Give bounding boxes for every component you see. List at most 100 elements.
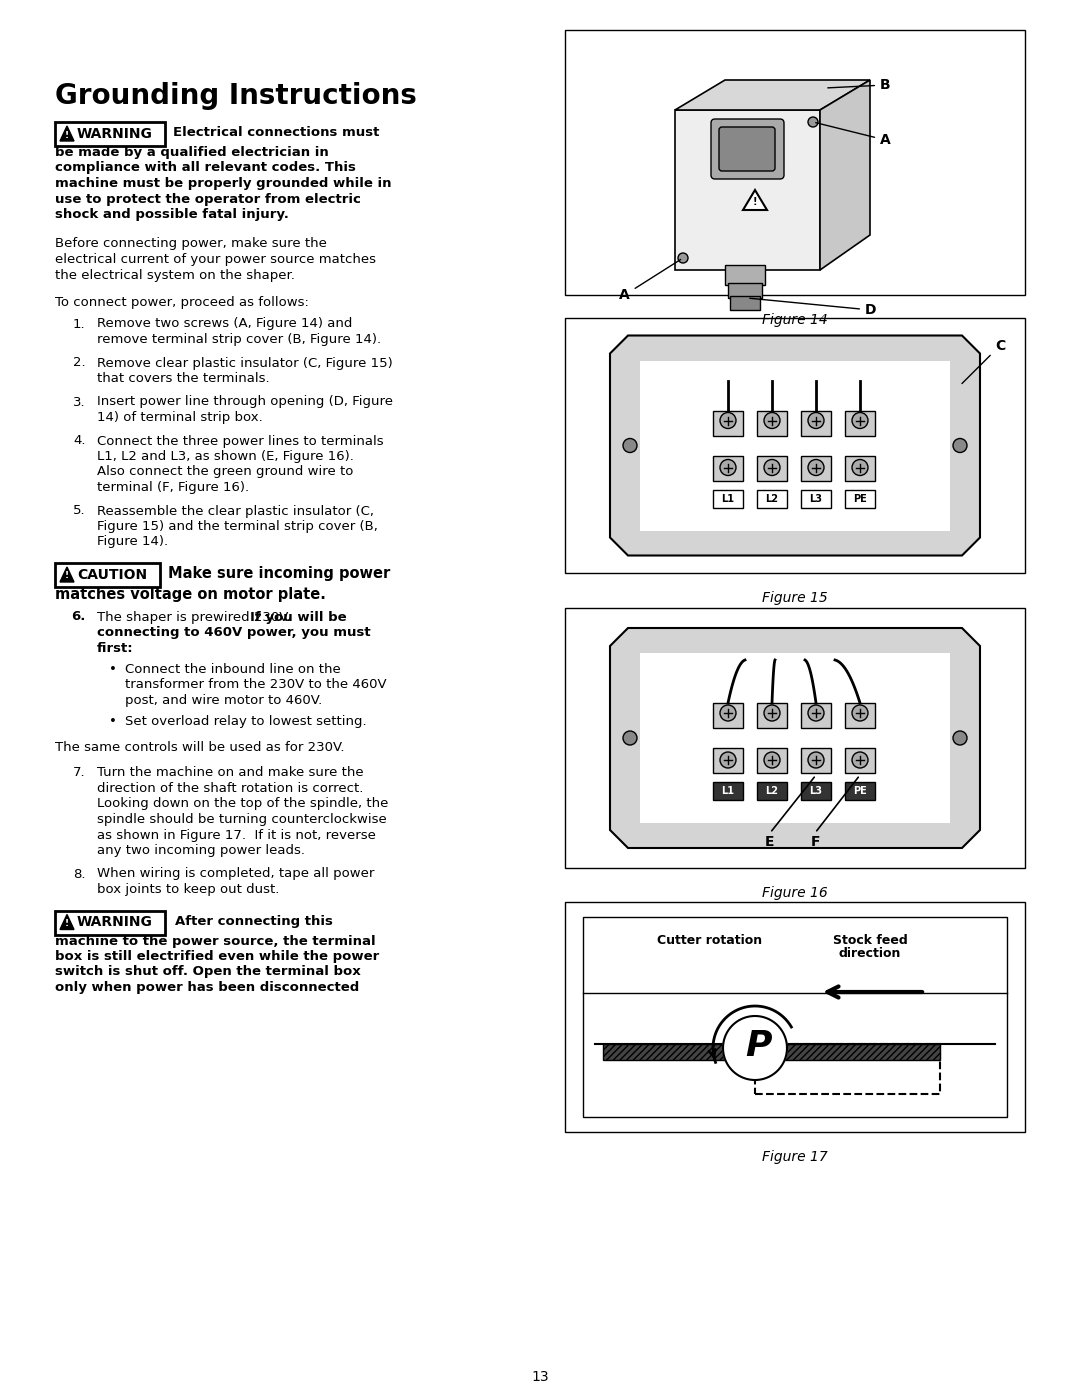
Bar: [801, 489, 831, 507]
Bar: [845, 703, 875, 728]
Text: Cutter rotation: Cutter rotation: [658, 935, 762, 947]
Bar: [565, 902, 1025, 1132]
Circle shape: [852, 412, 868, 429]
Polygon shape: [820, 80, 870, 270]
Text: L1: L1: [721, 493, 734, 503]
Text: shock and possible fatal injury.: shock and possible fatal injury.: [55, 208, 288, 221]
Text: Connect the inbound line on the: Connect the inbound line on the: [125, 664, 341, 676]
Bar: [55, 122, 165, 147]
Text: only when power has been disconnected: only when power has been disconnected: [55, 981, 360, 995]
Text: L3: L3: [810, 787, 823, 796]
Text: Looking down on the top of the spindle, the: Looking down on the top of the spindle, …: [97, 798, 389, 810]
Text: Remove clear plastic insulator (C, Figure 15): Remove clear plastic insulator (C, Figur…: [97, 356, 393, 369]
Circle shape: [678, 253, 688, 263]
Bar: [757, 703, 787, 728]
Text: first:: first:: [97, 641, 134, 655]
Bar: [603, 1044, 762, 1060]
Bar: [845, 747, 875, 773]
Bar: [801, 703, 831, 728]
Circle shape: [764, 705, 780, 721]
Text: any two incoming power leads.: any two incoming power leads.: [97, 844, 305, 856]
Text: The same controls will be used as for 230V.: The same controls will be used as for 23…: [55, 740, 345, 754]
Text: Figure 15) and the terminal strip cover (B,: Figure 15) and the terminal strip cover …: [97, 520, 378, 534]
Bar: [845, 782, 875, 800]
Text: E: E: [766, 835, 774, 849]
Text: use to protect the operator from electric: use to protect the operator from electri…: [55, 193, 361, 205]
Text: Stock feed: Stock feed: [833, 935, 907, 947]
Text: electrical current of your power source matches: electrical current of your power source …: [55, 253, 376, 265]
Text: compliance with all relevant codes. This: compliance with all relevant codes. This: [55, 162, 356, 175]
Text: 14) of terminal strip box.: 14) of terminal strip box.: [97, 411, 262, 425]
Text: 8.: 8.: [73, 868, 85, 880]
Text: PE: PE: [853, 493, 867, 503]
Text: Before connecting power, make sure the: Before connecting power, make sure the: [55, 237, 327, 250]
Text: CAUTION: CAUTION: [77, 569, 147, 583]
Text: D: D: [750, 299, 877, 317]
Circle shape: [953, 731, 967, 745]
Bar: [713, 703, 743, 728]
Circle shape: [808, 412, 824, 429]
Text: !: !: [65, 571, 69, 581]
Bar: [640, 652, 950, 823]
Bar: [55, 911, 165, 935]
Text: the electrical system on the shaper.: the electrical system on the shaper.: [55, 268, 295, 282]
Circle shape: [623, 439, 637, 453]
Circle shape: [808, 705, 824, 721]
Text: WARNING: WARNING: [77, 915, 153, 929]
Circle shape: [808, 117, 818, 127]
Polygon shape: [675, 80, 870, 110]
Text: B: B: [827, 78, 891, 92]
Circle shape: [953, 439, 967, 453]
Text: If you will be: If you will be: [249, 610, 347, 623]
Circle shape: [764, 460, 780, 475]
Bar: [565, 608, 1025, 868]
Bar: [55, 563, 160, 587]
Text: !: !: [753, 197, 757, 207]
Circle shape: [623, 731, 637, 745]
Text: box is still electrified even while the power: box is still electrified even while the …: [55, 950, 379, 963]
Text: Connect the three power lines to terminals: Connect the three power lines to termina…: [97, 434, 383, 447]
Bar: [713, 411, 743, 436]
Circle shape: [852, 460, 868, 475]
Text: Also connect the green ground wire to: Also connect the green ground wire to: [97, 465, 353, 479]
Bar: [725, 265, 765, 285]
Circle shape: [852, 752, 868, 768]
Text: •: •: [109, 715, 117, 728]
FancyBboxPatch shape: [711, 119, 784, 179]
Text: Figure 16: Figure 16: [762, 886, 828, 900]
Text: Electrical connections must: Electrical connections must: [173, 126, 379, 138]
Bar: [713, 455, 743, 481]
Text: that covers the terminals.: that covers the terminals.: [97, 372, 270, 386]
Text: 6.: 6.: [71, 610, 85, 623]
Text: 1.: 1.: [73, 317, 85, 331]
Text: PE: PE: [853, 787, 867, 796]
Bar: [801, 782, 831, 800]
FancyBboxPatch shape: [719, 127, 775, 170]
Circle shape: [852, 705, 868, 721]
Text: •: •: [109, 664, 117, 676]
Text: direction of the shaft rotation is correct.: direction of the shaft rotation is corre…: [97, 782, 363, 795]
Text: After connecting this: After connecting this: [175, 915, 333, 928]
Text: terminal (F, Figure 16).: terminal (F, Figure 16).: [97, 481, 249, 495]
Bar: [845, 489, 875, 507]
Text: Remove two screws (A, Figure 14) and: Remove two screws (A, Figure 14) and: [97, 317, 352, 331]
Polygon shape: [610, 335, 980, 556]
Text: A: A: [619, 260, 680, 302]
Text: Figure 14).: Figure 14).: [97, 535, 168, 549]
Text: L2: L2: [766, 787, 779, 796]
Text: F: F: [810, 835, 820, 849]
Text: switch is shut off. Open the terminal box: switch is shut off. Open the terminal bo…: [55, 965, 361, 978]
Text: 3.: 3.: [73, 395, 85, 408]
Text: Make sure incoming power: Make sure incoming power: [168, 566, 390, 581]
Bar: [713, 489, 743, 507]
Text: A: A: [815, 123, 891, 147]
Text: as shown in Figure 17.  If it is not, reverse: as shown in Figure 17. If it is not, rev…: [97, 828, 376, 841]
Circle shape: [764, 752, 780, 768]
Text: 5.: 5.: [73, 504, 85, 517]
Circle shape: [808, 752, 824, 768]
Bar: [757, 782, 787, 800]
Text: machine to the power source, the terminal: machine to the power source, the termina…: [55, 935, 376, 947]
Bar: [728, 284, 762, 298]
Bar: [713, 782, 743, 800]
Circle shape: [720, 752, 735, 768]
